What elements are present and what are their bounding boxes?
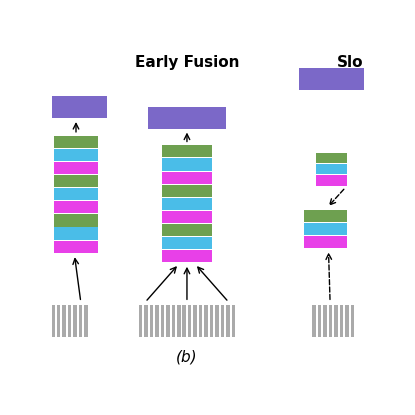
Bar (57, 305, 61, 337)
Bar (318, 305, 321, 337)
Bar (210, 305, 213, 337)
Bar (303, 236, 347, 248)
Text: Slo: Slo (337, 55, 364, 70)
Bar (54, 241, 98, 253)
Bar (166, 305, 170, 337)
Bar (54, 175, 98, 187)
Bar (316, 164, 347, 174)
Bar (188, 305, 191, 337)
Bar (329, 305, 332, 337)
Bar (162, 198, 212, 210)
Bar (62, 305, 66, 337)
Bar (171, 305, 175, 337)
Bar (162, 145, 212, 157)
Bar (162, 171, 212, 184)
Bar (351, 305, 354, 337)
Text: Early Fusion: Early Fusion (135, 55, 239, 70)
Bar (54, 149, 98, 161)
Bar (148, 107, 226, 129)
Bar (139, 305, 142, 337)
Bar (161, 305, 164, 337)
Text: (b): (b) (176, 349, 198, 364)
Bar (51, 305, 55, 337)
Bar (316, 175, 347, 186)
Bar (177, 305, 181, 337)
Bar (312, 305, 316, 337)
Bar (54, 188, 98, 200)
Bar (54, 162, 98, 174)
Bar (79, 305, 82, 337)
Bar (162, 250, 212, 262)
Bar (84, 305, 88, 337)
Bar (316, 153, 347, 163)
Bar (299, 68, 364, 90)
Bar (155, 305, 159, 337)
Bar (162, 237, 212, 249)
Bar (54, 215, 98, 227)
Bar (303, 223, 347, 235)
Bar (183, 305, 186, 337)
Bar (199, 305, 203, 337)
Bar (162, 185, 212, 197)
Bar (162, 159, 212, 171)
Bar (54, 201, 98, 213)
Bar (162, 224, 212, 236)
Bar (73, 305, 77, 337)
Bar (193, 305, 197, 337)
Bar (323, 305, 327, 337)
Bar (221, 305, 224, 337)
Bar (150, 305, 153, 337)
Bar (162, 211, 212, 223)
Bar (340, 305, 343, 337)
Bar (204, 305, 208, 337)
Bar (226, 305, 230, 337)
Bar (144, 305, 148, 337)
Bar (303, 210, 347, 222)
Bar (44, 96, 107, 118)
Bar (54, 136, 98, 148)
Bar (68, 305, 71, 337)
Bar (232, 305, 235, 337)
Bar (215, 305, 219, 337)
Bar (334, 305, 338, 337)
Bar (54, 227, 98, 239)
Bar (345, 305, 349, 337)
